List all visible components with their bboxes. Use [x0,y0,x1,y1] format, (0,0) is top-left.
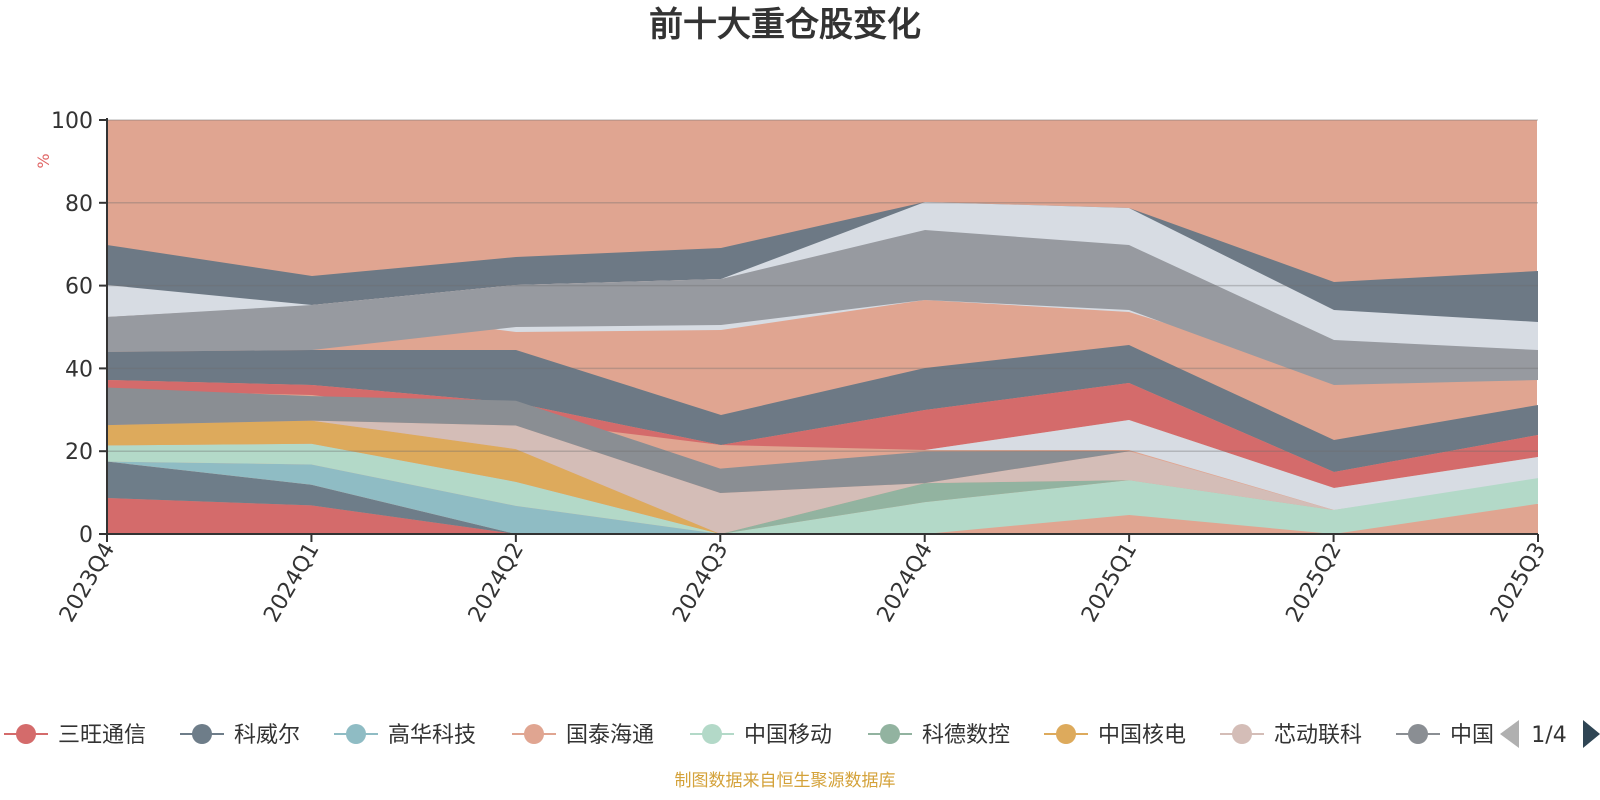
legend-page-indicator: 1/4 [1531,723,1566,748]
series-area-3 [107,461,1538,534]
x-tick-label: 2023Q4 [55,539,120,627]
x-tick-label: 2025Q3 [1486,539,1551,627]
legend-prev-icon [1500,720,1519,748]
y-tick-label: 40 [65,357,93,382]
legend-label: 科威尔 [234,723,300,748]
legend-label: 科德数控 [922,723,1010,748]
series-area-5 [107,443,1538,534]
legend-label: 三旺通信 [58,723,146,748]
legend-item-7: 芯动联科 [1220,723,1362,748]
legend-label: 芯动联科 [1274,723,1362,748]
y-tick-label: 100 [51,109,93,134]
legend-item-1: 科威尔 [180,723,300,748]
legend-label: 中国移动 [744,723,832,748]
legend-marker [702,724,722,744]
plot-area [107,119,1538,534]
series-area-6 [107,420,1538,534]
gridlines [107,119,1538,452]
legend-marker [880,724,900,744]
y-tick-label: 80 [65,192,93,217]
middle-band-pale [925,420,1538,510]
legend-item-2: 高华科技 [334,723,476,748]
legend-marker [346,724,366,744]
legend-marker [1408,724,1428,744]
lower-stacked-bands [107,387,1538,534]
y-axis-unit: % [34,153,53,168]
legend-marker [1232,724,1252,744]
x-tick-label: 2025Q2 [1281,539,1346,627]
chart-title: 前十大重仓股变化 [649,5,921,45]
y-tick-label: 0 [79,523,93,548]
series-area-4 [107,443,1538,534]
legend-marker [1056,724,1076,744]
series-area-2 [107,461,1538,534]
x-tick-label: 2024Q4 [873,539,938,627]
x-tick-label: 2024Q1 [259,539,324,627]
legend-item-4: 中国移动 [690,723,832,748]
y-tick-label: 60 [65,275,93,300]
legend: 三旺通信 科威尔 高华科技 国泰海通 中国移动 科德数控 中国核电 芯动联科 中国 1/4 [4,720,1600,748]
middle-band-slate [107,345,1538,472]
legend-label: 中国核电 [1098,723,1186,748]
x-tick-label: 2025Q1 [1077,539,1142,627]
legend-next-icon [1583,720,1600,748]
data-source-note: 制图数据来自恒生聚源数据库 [675,771,896,791]
legend-marker [16,724,36,744]
legend-item-6: 中国核电 [1044,723,1186,748]
series-area-0 [107,497,1538,534]
x-tick-label: 2024Q2 [464,539,529,627]
x-tick-label: 2024Q3 [668,539,733,627]
legend-label: 中国 [1450,723,1494,748]
series-area-8 [107,387,1538,510]
legend-label: 高华科技 [388,723,476,748]
legend-marker [524,724,544,744]
legend-item-3: 国泰海通 [512,723,654,748]
legend-pager: 1/4 [1500,720,1600,748]
legend-marker [192,724,212,744]
middle-band-grey [107,230,1538,385]
legend-item-8: 中国 [1396,723,1494,748]
legend-item-0: 三旺通信 [4,723,146,748]
legend-label: 国泰海通 [566,723,654,748]
legend-item-5: 科德数控 [868,723,1010,748]
y-tick-label: 20 [65,440,93,465]
